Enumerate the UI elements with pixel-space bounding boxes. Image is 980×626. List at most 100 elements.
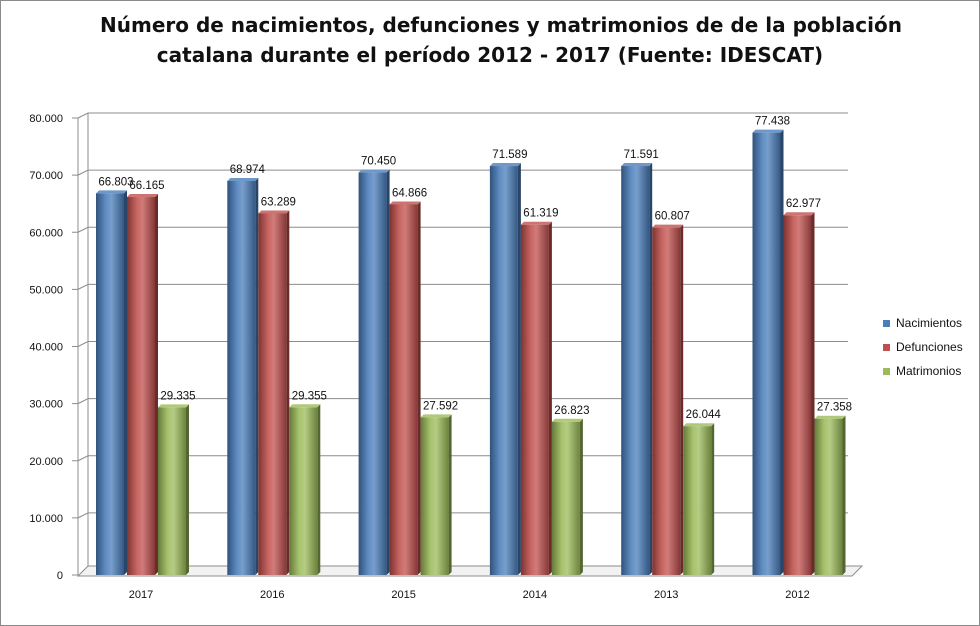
gridline bbox=[77, 226, 848, 233]
bar-top bbox=[814, 415, 846, 419]
legend-swatch-nacimientos bbox=[883, 319, 890, 327]
data-label: 26.044 bbox=[686, 409, 722, 421]
bar-side bbox=[649, 163, 653, 575]
bar-defunciones-2016 bbox=[258, 213, 287, 575]
bar-top bbox=[127, 194, 158, 198]
gridline bbox=[77, 169, 848, 176]
legend-label-nacimientos: Nacimientos bbox=[896, 316, 963, 330]
bar-side bbox=[680, 224, 684, 575]
bar-matrimonios-2014 bbox=[551, 421, 580, 575]
bar-side bbox=[780, 129, 784, 575]
bar-side bbox=[155, 194, 158, 575]
data-label: 26.823 bbox=[554, 405, 589, 417]
data-label: 27.592 bbox=[423, 400, 458, 412]
legend-swatch-defunciones bbox=[883, 343, 890, 351]
bar-side bbox=[317, 404, 321, 575]
bar-defunciones-2017 bbox=[127, 197, 155, 575]
y-tick-label: 30.000 bbox=[29, 399, 63, 411]
gridline bbox=[77, 283, 848, 290]
y-tick-label: 0 bbox=[57, 570, 63, 582]
x-tick-label: 2016 bbox=[260, 589, 284, 601]
bar-side bbox=[186, 404, 189, 575]
gridline bbox=[77, 341, 848, 347]
bar-top bbox=[420, 414, 452, 418]
data-label: 62.977 bbox=[786, 198, 821, 210]
bar-top bbox=[289, 404, 321, 408]
bar-top bbox=[783, 212, 815, 216]
bar-defunciones-2015 bbox=[389, 204, 418, 575]
bar-nacimientos-2014 bbox=[489, 166, 518, 575]
data-label: 29.355 bbox=[292, 390, 327, 402]
gridline bbox=[77, 455, 848, 462]
legend-item-nacimientos: Nacimientos bbox=[883, 314, 978, 332]
bar-top bbox=[683, 423, 715, 427]
data-label: 70.450 bbox=[361, 156, 396, 168]
bar-side bbox=[124, 190, 127, 575]
bar-side bbox=[286, 210, 290, 575]
bar-nacimientos-2013 bbox=[621, 166, 650, 575]
bar-side bbox=[711, 423, 715, 575]
bar-top bbox=[158, 404, 189, 408]
bar-top bbox=[551, 418, 583, 422]
x-tick-label: 2015 bbox=[391, 589, 415, 601]
chart-legend: Nacimientos Defunciones Matrimonios bbox=[883, 314, 978, 386]
bar-matrimonios-2015 bbox=[420, 417, 449, 575]
bar-top bbox=[489, 163, 521, 167]
y-tick-label: 40.000 bbox=[29, 342, 63, 354]
chart-floor bbox=[76, 565, 864, 577]
bar-side bbox=[255, 177, 259, 575]
data-label: 27.358 bbox=[817, 402, 852, 414]
x-tick-label: 2017 bbox=[129, 589, 153, 601]
y-tick-label: 60.000 bbox=[29, 227, 63, 239]
legend-item-matrimonios: Matrimonios bbox=[883, 362, 978, 380]
chart-title-line-2: catalana durante el período 2012 - 2017 … bbox=[156, 43, 824, 67]
legend-label-defunciones: Defunciones bbox=[896, 340, 963, 354]
chart-title: Número de nacimientos, defunciones y mat… bbox=[100, 10, 902, 70]
bar-matrimonios-2017 bbox=[158, 407, 186, 575]
bar-top bbox=[752, 129, 784, 133]
bar-nacimientos-2015 bbox=[358, 172, 387, 575]
bar-side bbox=[448, 414, 452, 575]
bar-top bbox=[520, 221, 552, 225]
legend-label-matrimonios: Matrimonios bbox=[896, 364, 962, 378]
bar-side bbox=[842, 415, 846, 575]
data-label: 63.289 bbox=[261, 196, 296, 208]
bar-side bbox=[811, 212, 815, 575]
data-label: 77.438 bbox=[755, 116, 790, 128]
data-label: 64.866 bbox=[392, 187, 427, 199]
x-tick-label: 2014 bbox=[523, 589, 547, 601]
bar-top bbox=[652, 224, 684, 228]
bar-top bbox=[389, 201, 421, 205]
bar-top bbox=[358, 169, 390, 173]
x-tick-label: 2013 bbox=[654, 589, 678, 601]
gridline bbox=[77, 112, 848, 119]
data-label: 71.591 bbox=[624, 149, 659, 161]
legend-swatch-matrimonios bbox=[883, 367, 890, 375]
bar-top bbox=[96, 190, 127, 194]
bar-defunciones-2014 bbox=[520, 224, 549, 575]
bar-nacimientos-2012 bbox=[752, 132, 781, 575]
chart-title-line-1: Número de nacimientos, defunciones y mat… bbox=[100, 13, 902, 37]
bar-top bbox=[621, 163, 653, 167]
bar-side bbox=[517, 163, 521, 575]
y-tick-label: 50.000 bbox=[29, 284, 63, 296]
bar-defunciones-2012 bbox=[783, 215, 812, 575]
bar-top bbox=[227, 177, 259, 181]
bar-side bbox=[386, 169, 390, 575]
data-label: 68.974 bbox=[230, 164, 266, 176]
bar-matrimonios-2012 bbox=[814, 418, 843, 575]
bar-top bbox=[258, 210, 290, 214]
data-label: 66.165 bbox=[129, 180, 164, 192]
bar-nacimientos-2017 bbox=[96, 193, 124, 575]
bar-nacimientos-2016 bbox=[227, 180, 256, 575]
bar-side bbox=[417, 201, 421, 575]
y-tick-label: 20.000 bbox=[29, 456, 63, 468]
bar-matrimonios-2013 bbox=[683, 426, 712, 575]
bar-matrimonios-2016 bbox=[289, 407, 318, 575]
gridline bbox=[77, 512, 848, 519]
y-tick-label: 80.000 bbox=[29, 113, 63, 125]
bar-defunciones-2013 bbox=[652, 227, 681, 575]
bar-side bbox=[579, 418, 583, 575]
y-tick-label: 10.000 bbox=[29, 513, 63, 525]
data-label: 66.803 bbox=[98, 176, 133, 188]
